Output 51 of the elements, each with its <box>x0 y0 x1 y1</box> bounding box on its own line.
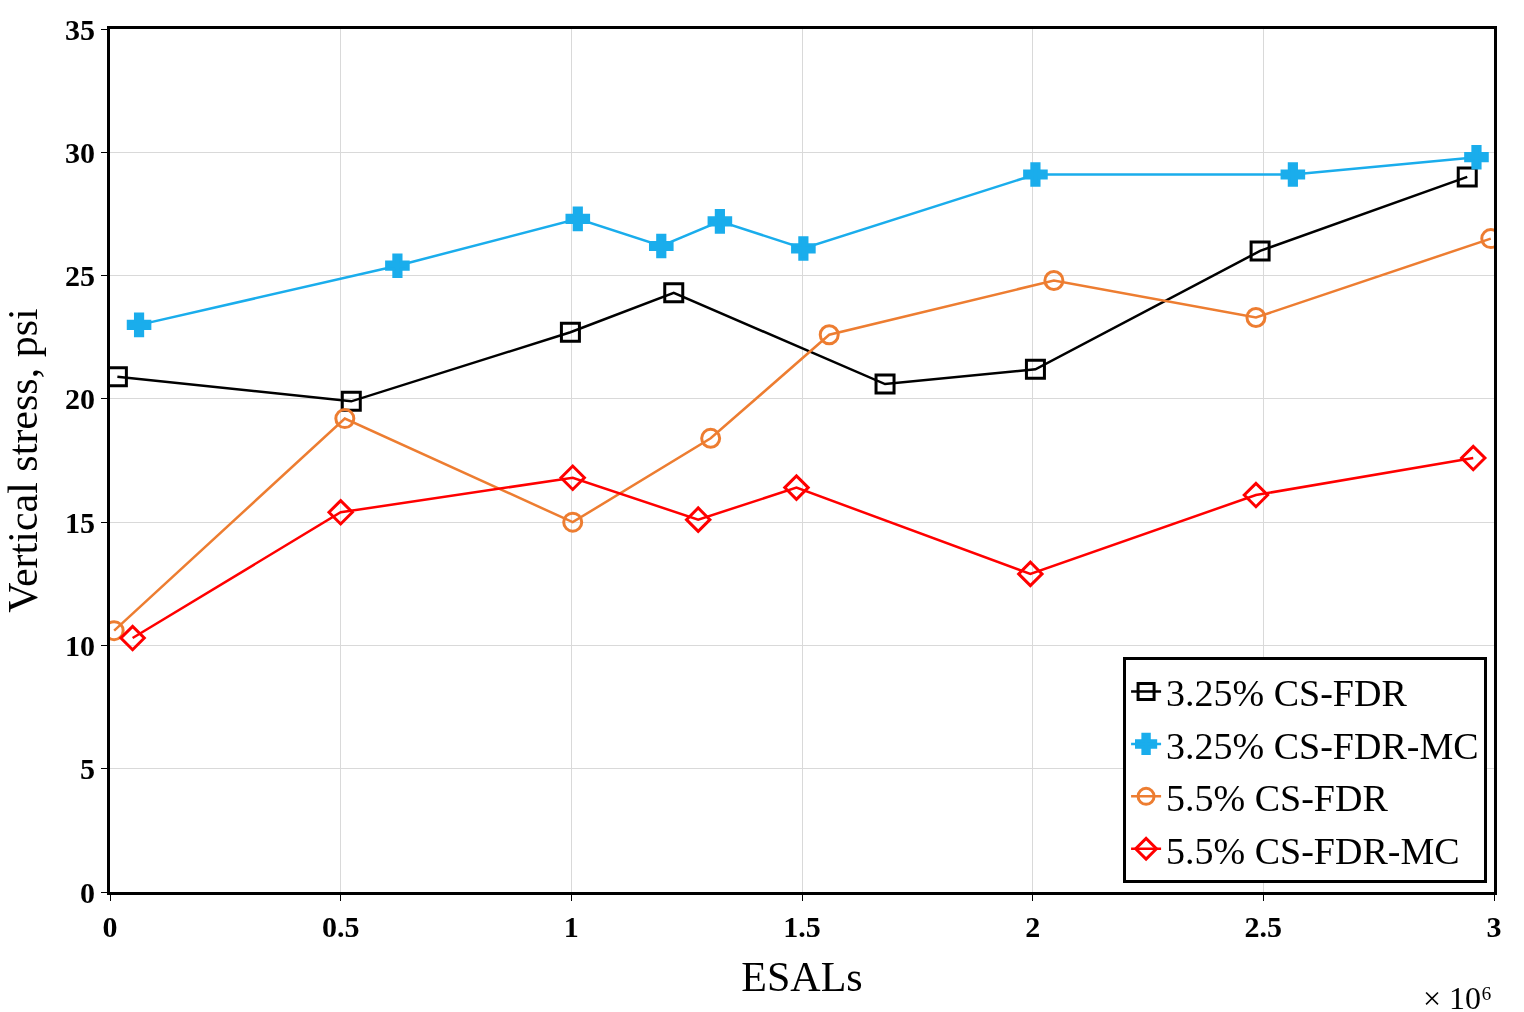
point <box>1242 481 1270 509</box>
legend-label: 5.5% CS-FDR-MC <box>1166 829 1460 872</box>
point <box>1245 306 1267 328</box>
point <box>818 324 840 346</box>
point <box>1464 144 1489 170</box>
point <box>1017 560 1044 588</box>
y-tick-label: 30 <box>65 135 95 169</box>
point <box>565 206 591 232</box>
y-tick-label: 25 <box>65 259 95 293</box>
x-tick-label: 2.5 <box>1244 910 1283 943</box>
point <box>559 321 581 343</box>
y-tick-label: 20 <box>65 382 95 416</box>
point <box>1456 166 1478 188</box>
x-tick-label: 1.5 <box>783 910 821 943</box>
point <box>1023 162 1048 187</box>
y-tick-label: 15 <box>65 505 95 539</box>
y-tick-label: 35 <box>65 12 95 46</box>
point <box>327 499 354 526</box>
point <box>1043 270 1065 291</box>
point <box>700 427 722 449</box>
x-axis-title: ESALs <box>741 953 863 1000</box>
y-tick-label: 10 <box>65 628 95 662</box>
x-tick-label: 3 <box>1486 910 1502 943</box>
legend-label: 3.25% CS-FDR <box>1166 672 1408 715</box>
point <box>707 209 733 234</box>
point <box>559 464 586 491</box>
point <box>685 506 712 533</box>
text: × 10⁶ <box>1423 980 1493 1012</box>
y-tick-label: 0 <box>80 875 95 909</box>
point <box>1024 358 1046 380</box>
point <box>334 408 356 430</box>
legend-label: 3.25% CS-FDR-MC <box>1166 724 1479 767</box>
point <box>119 624 146 652</box>
point <box>874 373 896 395</box>
legend-label: 5.5% CS-FDR <box>1166 777 1389 820</box>
point <box>562 511 584 533</box>
point <box>1280 162 1306 187</box>
x-tick-label: 2 <box>1025 910 1041 943</box>
x-tick-label: 0 <box>102 910 118 943</box>
point <box>783 474 810 501</box>
point <box>791 236 816 261</box>
x-tick-label: 0.5 <box>321 910 360 943</box>
y-tick-label: 5 <box>80 752 95 786</box>
point <box>385 253 410 279</box>
point <box>663 282 685 304</box>
y-axis-title: Vertical stress, psi <box>0 308 46 613</box>
point <box>648 233 674 259</box>
point <box>1249 240 1271 262</box>
x-tick-label: 1 <box>563 910 579 943</box>
point <box>1460 444 1487 472</box>
point <box>126 312 152 338</box>
